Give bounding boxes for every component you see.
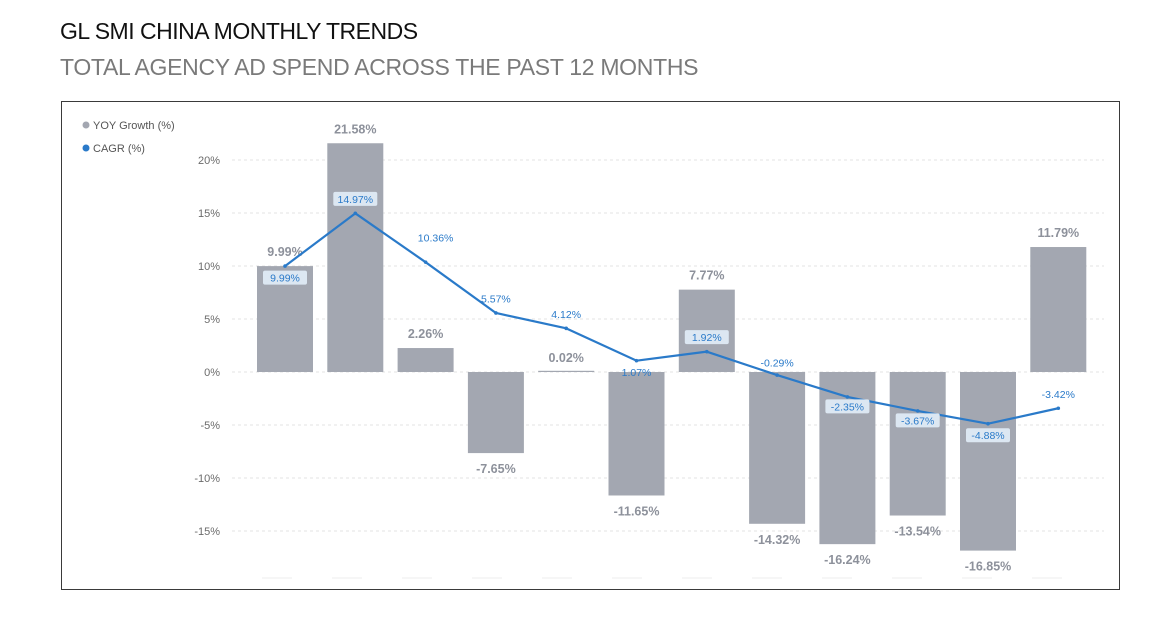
y-axis: 20% 15% 10% 5% 0% -5% -10% -15% (194, 155, 220, 538)
cagr-label-box (895, 413, 940, 428)
cagr-data-label: 1.07% (622, 367, 652, 379)
bar-data-label: 7.77% (689, 269, 724, 283)
chart-svg: 20% 15% 10% 5% 0% -5% -10% -15% 9.99% 21.58% 2.26… (82, 120, 1104, 579)
cagr-label-box (684, 330, 729, 345)
bar-data-label: 21.58% (334, 122, 376, 136)
cagr-data-label: 5.57% (481, 293, 511, 305)
cagr-point (283, 264, 287, 268)
y-tick-label: 10% (198, 261, 220, 273)
bar-data-label: -13.54% (894, 525, 941, 539)
bar (1030, 247, 1087, 372)
bar (327, 143, 384, 372)
cagr-data-label: 4.12% (551, 309, 581, 321)
cagr-data-label: 1.92% (692, 332, 722, 344)
line-series (283, 211, 1061, 426)
legend-swatch-yoy (82, 121, 90, 129)
y-tick-label: 5% (204, 314, 220, 326)
y-tick-label: -5% (200, 420, 220, 432)
cagr-point (634, 358, 639, 363)
bar (608, 372, 665, 496)
bar-series (257, 143, 1087, 551)
bar-data-label: 9.99% (267, 245, 302, 259)
cagr-point (915, 409, 920, 413)
bar-data-label: 0.02% (548, 351, 583, 365)
cagr-label-box (966, 428, 1010, 443)
cagr-line (284, 212, 1059, 425)
cagr-label-box (825, 399, 870, 414)
legend: YOY Growth (%) CAGR (%) (82, 120, 175, 155)
cagr-data-label: -2.35% (831, 401, 864, 413)
bar-data-label: -11.65% (614, 504, 660, 518)
bar (889, 372, 946, 516)
cagr-point (494, 311, 498, 315)
cagr-point (353, 211, 358, 216)
bar-data-label: -16.24% (824, 553, 871, 567)
cagr-point (1056, 406, 1061, 411)
line-labels: 9.99% 14.97% 10.36% 5.57% 4.12% 1.07% 1.92% -0.… (263, 191, 1075, 443)
cagr-point (775, 373, 779, 377)
bar-data-label: -16.85% (965, 560, 1012, 574)
cagr-point (705, 349, 709, 354)
y-tick-label: 0% (204, 367, 220, 379)
cagr-data-label: 14.97% (337, 194, 373, 206)
legend-swatch-cagr (82, 144, 90, 152)
cagr-data-label: 9.99% (270, 273, 300, 285)
cagr-label-box (333, 191, 378, 206)
y-tick-label: -15% (194, 526, 220, 538)
cagr-data-label: 10.36% (418, 233, 454, 245)
cagr-point (423, 260, 428, 264)
cagr-point (564, 326, 568, 331)
bar-data-label: -7.65% (476, 462, 516, 476)
bar-labels: 9.99% 21.58% 2.26% -7.65% 0.02% -11.65% 7.77% -… (267, 122, 1079, 573)
bar (749, 372, 806, 524)
bar (467, 372, 524, 454)
cagr-point (845, 395, 850, 399)
cagr-data-label: -4.88% (971, 430, 1004, 442)
bar-data-label: -14.32% (754, 533, 801, 547)
bar-data-label: 11.79% (1037, 226, 1079, 240)
bar (538, 370, 595, 372)
page-subtitle: TOTAL AGENCY AD SPEND ACROSS THE PAST 12… (60, 54, 699, 80)
page-title: GL SMI CHINA MONTHLY TRENDS (60, 18, 418, 44)
chart-frame: 20% 15% 10% 5% 0% -5% -10% -15% 9.99% 21.58% 2.26… (61, 101, 1120, 590)
y-tick-label: -10% (194, 473, 220, 485)
cagr-data-label: -3.42% (1042, 389, 1075, 401)
cagr-point (986, 421, 990, 426)
cagr-label-box (263, 270, 307, 285)
cagr-data-label: -0.29% (760, 358, 793, 370)
y-tick-label: 20% (198, 155, 220, 167)
bar (960, 372, 1016, 551)
legend-label-cagr: CAGR (%) (93, 143, 145, 155)
cagr-data-label: -3.67% (901, 415, 934, 427)
bar-data-label: 2.26% (408, 327, 443, 341)
bar (397, 348, 454, 372)
legend-label-yoy: YOY Growth (%) (93, 120, 175, 132)
y-tick-label: 15% (198, 208, 220, 220)
